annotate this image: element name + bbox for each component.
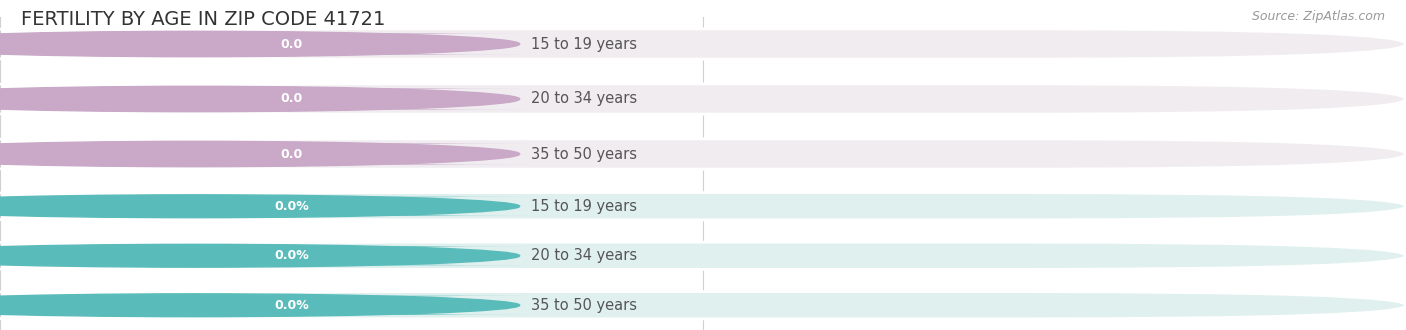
Text: 0.0: 0.0 — [281, 148, 302, 160]
Text: 0.0%: 0.0% — [274, 200, 309, 213]
Circle shape — [0, 86, 520, 112]
Circle shape — [0, 31, 520, 57]
FancyBboxPatch shape — [0, 292, 387, 319]
Circle shape — [0, 141, 520, 167]
FancyBboxPatch shape — [0, 29, 387, 59]
Text: 0.0: 0.0 — [281, 92, 302, 106]
FancyBboxPatch shape — [52, 88, 531, 110]
FancyBboxPatch shape — [0, 84, 387, 114]
Circle shape — [0, 244, 520, 267]
FancyBboxPatch shape — [0, 29, 1406, 59]
Text: Source: ZipAtlas.com: Source: ZipAtlas.com — [1251, 10, 1385, 23]
Text: 0.0: 0.0 — [281, 38, 302, 50]
Circle shape — [0, 195, 520, 218]
Circle shape — [0, 294, 520, 317]
FancyBboxPatch shape — [0, 193, 387, 220]
Text: 15 to 19 years: 15 to 19 years — [531, 37, 637, 51]
Text: 20 to 34 years: 20 to 34 years — [531, 248, 637, 263]
FancyBboxPatch shape — [0, 193, 1406, 220]
Text: FERTILITY BY AGE IN ZIP CODE 41721: FERTILITY BY AGE IN ZIP CODE 41721 — [21, 10, 385, 29]
FancyBboxPatch shape — [0, 139, 1406, 169]
FancyBboxPatch shape — [0, 242, 1406, 269]
FancyBboxPatch shape — [52, 144, 531, 165]
FancyBboxPatch shape — [52, 246, 531, 265]
FancyBboxPatch shape — [52, 33, 531, 54]
FancyBboxPatch shape — [0, 84, 1406, 114]
FancyBboxPatch shape — [0, 242, 387, 269]
FancyBboxPatch shape — [0, 292, 1406, 319]
Text: 35 to 50 years: 35 to 50 years — [531, 298, 637, 313]
Text: 0.0%: 0.0% — [274, 299, 309, 312]
FancyBboxPatch shape — [52, 197, 531, 216]
Text: 20 to 34 years: 20 to 34 years — [531, 91, 637, 107]
Text: 35 to 50 years: 35 to 50 years — [531, 147, 637, 161]
Text: 15 to 19 years: 15 to 19 years — [531, 199, 637, 214]
Text: 0.0%: 0.0% — [274, 249, 309, 262]
FancyBboxPatch shape — [52, 296, 531, 315]
FancyBboxPatch shape — [0, 139, 387, 169]
